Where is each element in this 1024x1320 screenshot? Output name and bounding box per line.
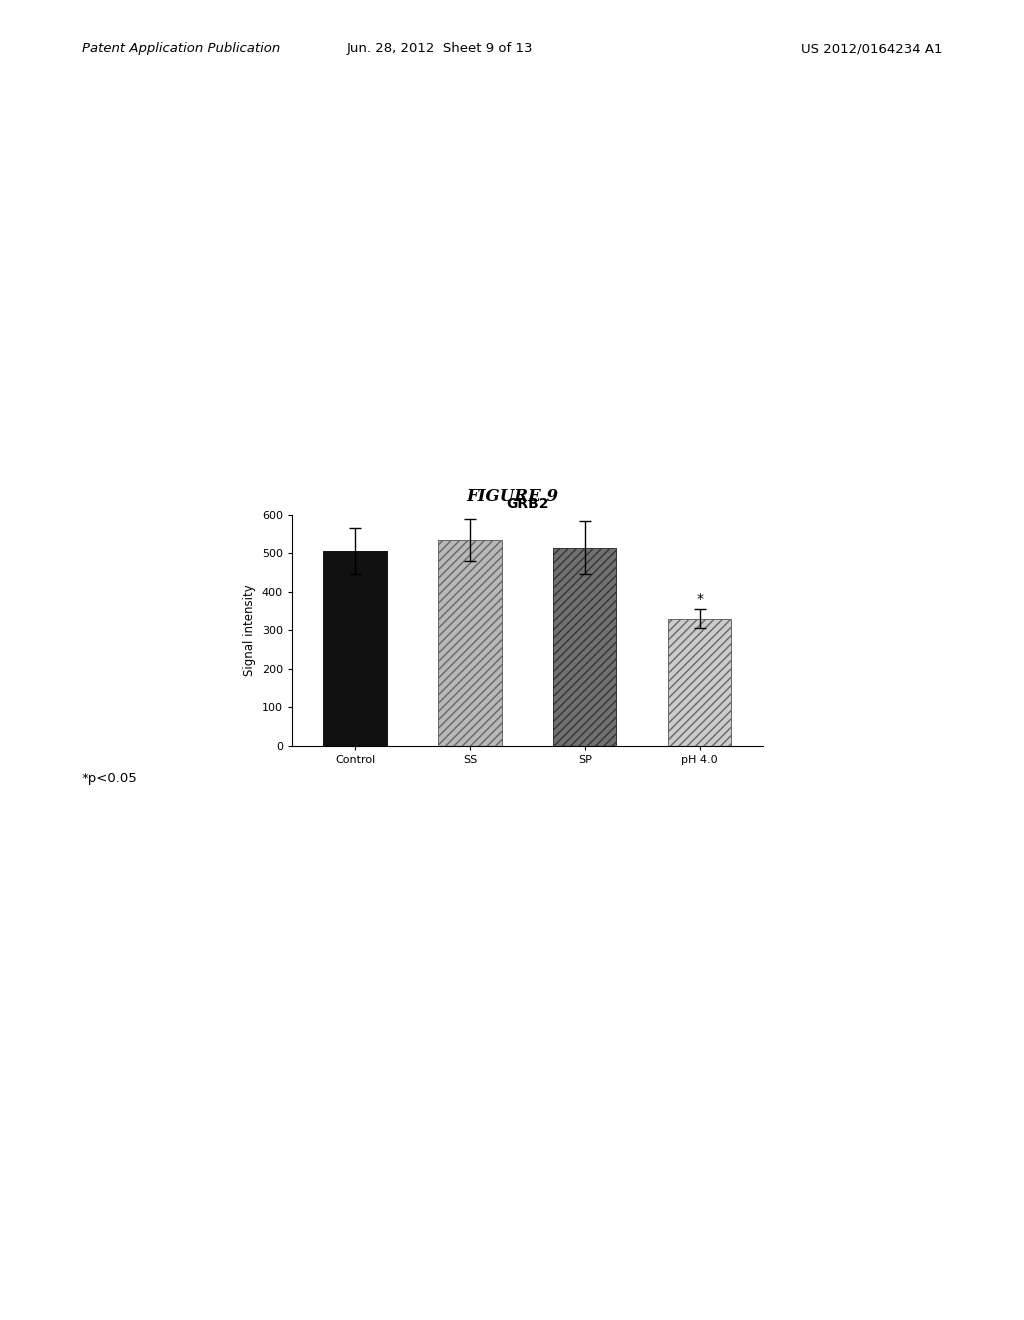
Y-axis label: Signal intensity: Signal intensity <box>243 585 256 676</box>
Text: FIGURE 9: FIGURE 9 <box>466 488 558 506</box>
Bar <box>668 619 731 746</box>
Text: *: * <box>696 593 703 606</box>
Bar <box>553 548 616 746</box>
Text: *p<0.05: *p<0.05 <box>82 772 137 785</box>
Title: GRB2: GRB2 <box>506 496 549 511</box>
Text: Patent Application Publication: Patent Application Publication <box>82 42 281 55</box>
Text: Jun. 28, 2012  Sheet 9 of 13: Jun. 28, 2012 Sheet 9 of 13 <box>347 42 534 55</box>
Bar <box>324 552 387 746</box>
Text: US 2012/0164234 A1: US 2012/0164234 A1 <box>801 42 942 55</box>
Bar <box>438 540 502 746</box>
